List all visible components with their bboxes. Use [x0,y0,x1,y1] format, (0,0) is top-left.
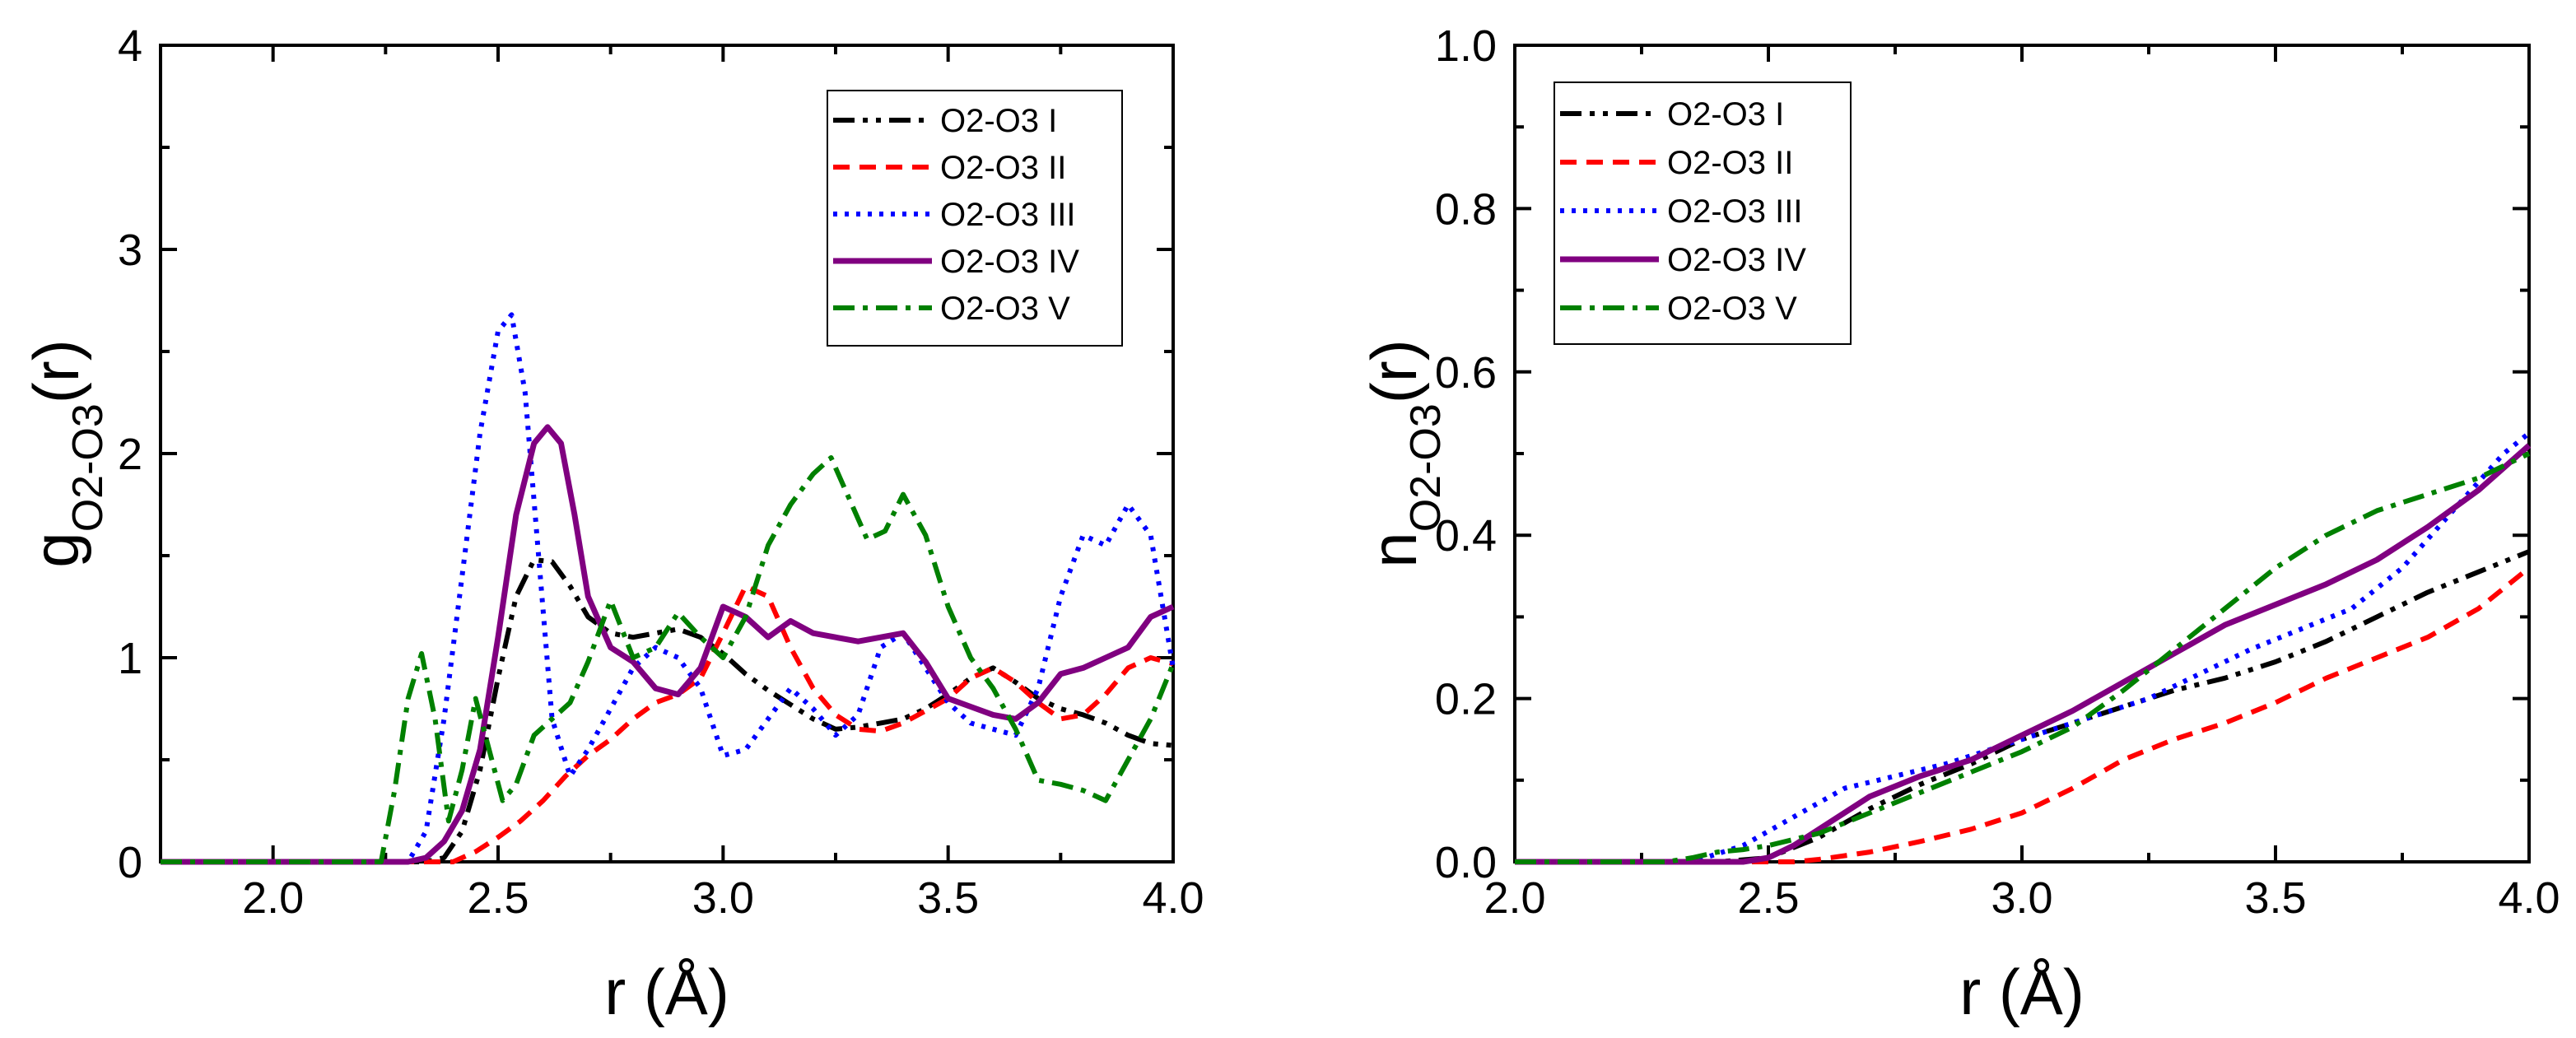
legend-label: O2-O3 IV [1667,242,1806,278]
series-line-2 [1515,566,2531,864]
y-axis-label: gO2-O3(r) [20,339,112,567]
x-tick-label: 2.0 [1484,873,1545,923]
y-tick-label: 0.4 [1435,511,1497,561]
rdf-panel: 2.0 2.5 3.0 3.5 4.0 0 1 2 3 4 gO2-O3(r) r (Å) O2-… [20,21,1204,1028]
x-tick-label: 3.5 [917,873,979,923]
y-tick-label: 2 [118,430,142,479]
x-tick-label: 4.0 [2498,873,2560,923]
y-tick-label: 0.6 [1435,348,1497,398]
y-tick-label: 0.0 [1435,838,1497,887]
legend: O2-O3 I O2-O3 II O2-O3 III O2-O3 IV O2-O… [827,90,1123,347]
legend-entry-5: O2-O3 V [833,291,1070,327]
legend-label: O2-O3 III [1667,193,1803,230]
legend-label: O2-O3 I [1667,96,1784,133]
series-line-4 [161,424,1175,865]
x-tick-label: 2.5 [1737,873,1799,923]
legend-entry-5: O2-O3 V [1560,291,1797,327]
legend: O2-O3 I O2-O3 II O2-O3 III O2-O3 IV O2-O… [1554,81,1852,345]
series-line-5 [1515,451,2531,864]
legend-entry-3: O2-O3 III [1560,193,1803,230]
y-tick-label: 4 [118,21,142,71]
legend-entry-3: O2-O3 III [833,197,1076,233]
series-line-4 [1515,443,2532,865]
y-axis-label: nO2-O3(r) [1358,339,1450,567]
x-tick-label: 4.0 [1142,873,1204,923]
series-line-5 [161,455,1176,864]
x-axis-label: r (Å) [1959,956,2085,1028]
y-tick-label: 1.0 [1435,21,1497,71]
legend-label: O2-O3 IV [940,244,1079,280]
legend-label: O2-O3 V [1667,291,1797,327]
x-tick-label: 3.0 [692,873,754,923]
series-line-2 [161,584,1174,864]
y-tick-label: 0 [118,838,142,887]
legend-entry-2: O2-O3 II [1560,145,1793,181]
series-line-1 [1515,549,2531,864]
legend-entry-4: O2-O3 IV [833,244,1079,280]
legend-entry-1: O2-O3 I [833,103,1057,139]
y-tick-label: 0.2 [1435,675,1497,724]
legend-label: O2-O3 I [940,103,1057,139]
legend-box [1554,81,1852,345]
y-tick-label: 1 [118,634,142,683]
x-tick-label: 2.5 [467,873,529,923]
x-axis-label: r (Å) [604,956,729,1028]
axis-ticks: 2.0 2.5 3.0 3.5 4.0 0 1 2 3 4 [118,21,1204,923]
legend-entry-2: O2-O3 II [833,150,1066,186]
series-line-3 [1515,431,2531,864]
series-lines [161,312,1176,865]
legend-label: O2-O3 II [1667,145,1793,181]
x-tick-label: 2.0 [242,873,304,923]
y-tick-label: 0.8 [1435,184,1497,234]
legend-label: O2-O3 III [940,197,1076,233]
legend-box [827,90,1123,347]
legend-label: O2-O3 II [940,150,1066,186]
legend-entry-1: O2-O3 I [1560,96,1784,133]
legend-label: O2-O3 V [940,291,1070,327]
y-tick-label: 3 [118,226,142,275]
axis-ticks: 2.0 2.5 3.0 3.5 4.0 0.0 0.2 0.4 0.6 0.8 1.0 [1435,21,2560,923]
series-lines [1515,431,2532,865]
coordination-panel: 2.0 2.5 3.0 3.5 4.0 0.0 0.2 0.4 0.6 0.8 1.0 nO2-O3… [1358,21,2560,1028]
series-line-3 [161,312,1176,864]
x-tick-label: 3.5 [2244,873,2306,923]
series-line-1 [161,557,1174,864]
legend-entry-4: O2-O3 IV [1560,242,1806,278]
x-tick-label: 3.0 [1991,873,2052,923]
